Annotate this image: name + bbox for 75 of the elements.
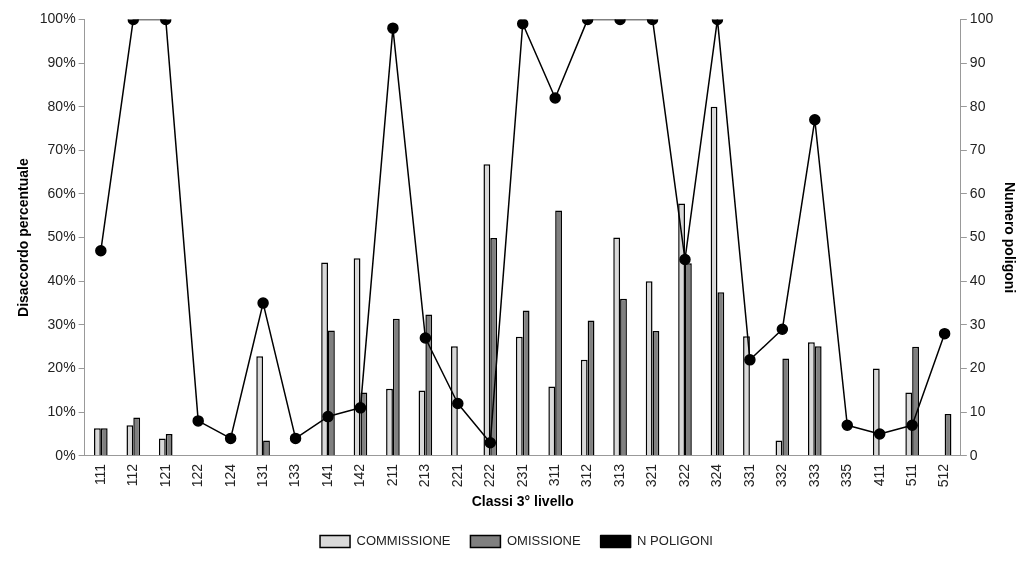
x-tick-label: 222 — [481, 463, 498, 488]
point — [257, 297, 269, 309]
legend-label: N POLIGONI — [637, 533, 713, 549]
point — [776, 323, 789, 336]
y-tick-label: 0% — [55, 446, 76, 463]
legend-label: COMMISSIONE — [356, 533, 451, 549]
y2-tick-label: 40 — [969, 272, 986, 289]
point — [938, 327, 951, 340]
y-tick-label: 100% — [39, 10, 76, 27]
x-tick-label: 512 — [935, 463, 952, 488]
y-tick-label: 30% — [47, 315, 76, 332]
x-tick-label: 142 — [351, 463, 368, 488]
point — [679, 253, 691, 266]
point — [452, 397, 464, 410]
x-tick-label: 131 — [253, 463, 270, 488]
point — [192, 415, 204, 427]
x-tick-label: 122 — [189, 463, 206, 488]
y2-tick-label: 60 — [969, 184, 986, 201]
x-tick-label: 311 — [546, 463, 563, 487]
x-tick-label: 312 — [578, 463, 595, 488]
x-tick-label: 324 — [708, 463, 725, 488]
x-tick-label: 112 — [124, 463, 141, 487]
y-tick-label: 50% — [47, 228, 76, 245]
point — [95, 244, 107, 257]
point — [354, 402, 367, 414]
y-tick-label: 90% — [47, 53, 76, 70]
point — [744, 354, 756, 366]
point — [873, 428, 886, 440]
y-tick-label: 10% — [47, 403, 76, 420]
point — [419, 332, 432, 344]
y2-tick-label: 30 — [969, 315, 986, 332]
y2-tick-label: 10 — [969, 403, 986, 420]
point — [322, 410, 334, 423]
x-tick-label: 231 — [513, 463, 530, 488]
y2-tick-label: 20 — [969, 359, 986, 376]
y-tick-label: 20% — [47, 359, 76, 376]
point — [484, 437, 497, 449]
y2-tick-label: 50 — [969, 228, 986, 245]
point — [549, 92, 561, 104]
point — [841, 419, 854, 432]
legend-label: OMISSIONE — [506, 533, 581, 549]
y-tick-label: 40% — [47, 272, 76, 289]
point — [516, 19, 529, 30]
x-tick-label: 335 — [838, 463, 855, 488]
x-tick-label: 121 — [156, 463, 173, 488]
x-tick-label: 322 — [675, 463, 692, 488]
y2-tick-label: 80 — [969, 97, 986, 114]
point — [809, 114, 821, 126]
y2-tick-label: 0 — [969, 446, 978, 463]
x-tick-label: 211 — [383, 463, 400, 487]
x-tick-label: 111 — [91, 463, 108, 486]
x-tick-label: 411 — [870, 463, 887, 487]
x-tick-label: 321 — [643, 463, 660, 488]
x-tick-label: 221 — [448, 463, 465, 488]
y2-tick-label: 90 — [969, 53, 986, 70]
point — [906, 419, 918, 432]
x-tick-label: 313 — [610, 463, 627, 488]
x-tick-label: 331 — [740, 463, 757, 488]
y2-axis-title: Numero poligoni — [1001, 182, 1018, 294]
y2-tick-label: 100 — [969, 10, 994, 27]
point — [289, 432, 302, 445]
y2-tick-label: 70 — [969, 141, 986, 158]
x-tick-label: 213 — [416, 463, 433, 488]
y-tick-label: 80% — [47, 97, 76, 114]
x-tick-label: 333 — [805, 463, 822, 488]
x-tick-label: 332 — [773, 463, 790, 488]
point — [224, 432, 237, 445]
y-axis-title: Disaccordo percentuale — [15, 158, 32, 317]
x-tick-label: 124 — [221, 463, 238, 488]
y-tick-label: 70% — [47, 141, 76, 158]
x-tick-label: 511 — [903, 463, 920, 487]
y-tick-label: 60% — [47, 184, 76, 201]
x-axis-title: Classi 3° livello — [471, 493, 574, 510]
x-tick-label: 133 — [286, 463, 303, 488]
x-tick-label: 141 — [318, 463, 335, 488]
